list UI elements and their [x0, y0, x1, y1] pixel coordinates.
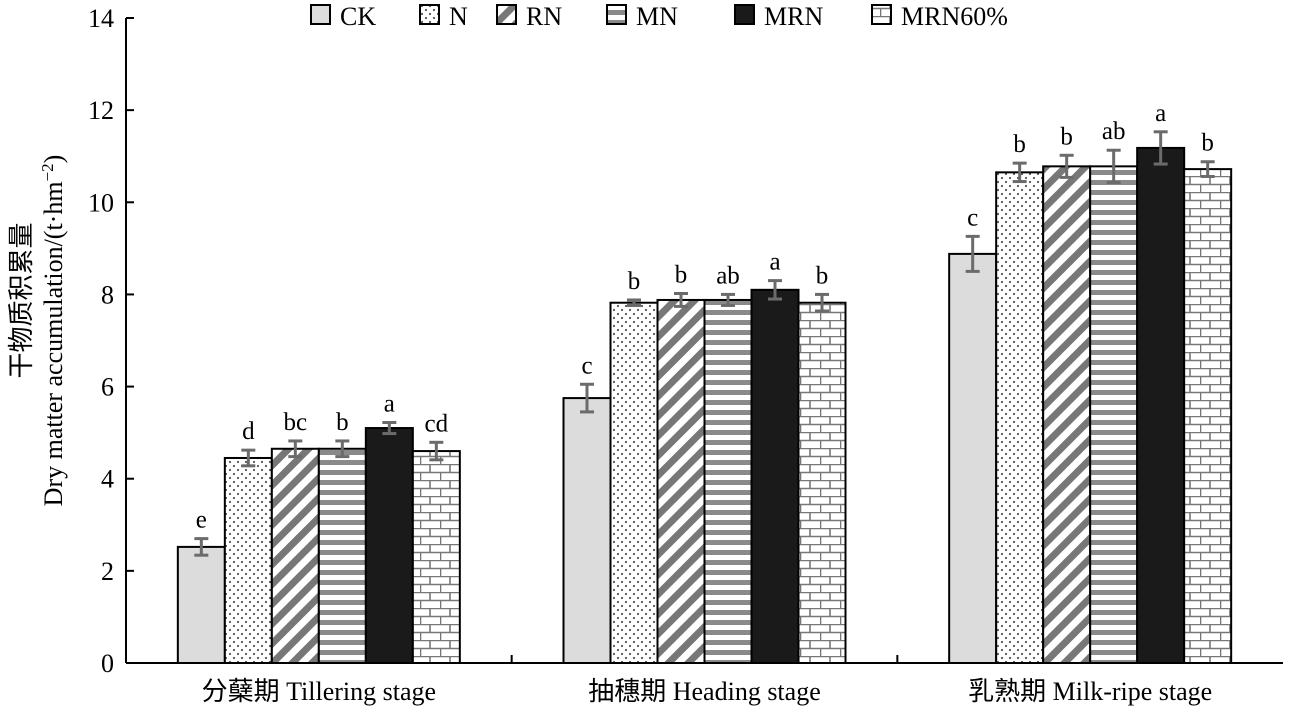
y-axis-label-en: Dry matter accumulation/(t·hm−2) [38, 155, 69, 507]
significance-label: b [816, 262, 829, 289]
bar [797, 301, 847, 664]
y-axis-label-en-sup: −2 [38, 163, 57, 181]
legend-label: MN [636, 2, 678, 31]
significance-label: bc [284, 409, 308, 436]
bar [411, 450, 461, 665]
legend-swatch [871, 4, 892, 25]
legend-label: MRN60% [901, 2, 1008, 31]
y-axis-label-en-text: Dry matter accumulation/(t·hm [39, 181, 68, 506]
legend-label: N [449, 2, 468, 31]
y-axis-label-cn: 干物质积累量 [7, 222, 37, 378]
significance-label: b [675, 262, 688, 289]
bar [609, 301, 659, 664]
significance-label: ab [1102, 118, 1126, 145]
y-tick-label: 0 [101, 649, 114, 678]
bar [948, 252, 998, 664]
legend-swatch [734, 4, 755, 25]
bar [562, 397, 612, 664]
bar [995, 171, 1045, 664]
y-tick-label: 10 [88, 188, 114, 217]
significance-label: b [336, 409, 349, 436]
y-axis-label-en-close: ) [39, 155, 68, 164]
significance-label: b [1201, 130, 1214, 157]
significance-label: cd [425, 410, 449, 437]
y-tick-label: 14 [88, 4, 114, 33]
legend-swatch [606, 4, 627, 25]
legend-swatch [419, 4, 440, 25]
bar [1042, 165, 1092, 664]
significance-label: b [628, 268, 641, 295]
legend-swatch [310, 4, 331, 25]
significance-label: d [242, 418, 255, 445]
significance-label: a [384, 391, 395, 418]
legend-label: MRN [764, 2, 823, 31]
bar [364, 427, 414, 664]
significance-label: ab [716, 262, 740, 289]
significance-label: b [1060, 123, 1073, 150]
bar [223, 456, 273, 664]
axis-labels: 分蘖期 Tillering stage 抽穗期 Heading stage 乳熟期 … [7, 155, 1212, 706]
significance-label: e [196, 507, 207, 534]
bar [270, 447, 320, 664]
y-tick-label: 2 [101, 557, 114, 586]
significance-label: a [1155, 100, 1166, 127]
bar [750, 288, 800, 664]
x-category-label: 乳熟期 Milk-ripe stage [968, 677, 1212, 706]
bar [656, 298, 706, 664]
significance-label: c [967, 204, 978, 231]
significance-label: c [581, 352, 592, 379]
x-category-label: 抽穗期 Heading stage [588, 677, 821, 706]
significance-label: a [769, 249, 780, 276]
bar [1183, 168, 1233, 664]
legend-swatch [496, 4, 517, 25]
bar [176, 545, 226, 665]
significance-label: b [1013, 131, 1026, 158]
legend: CK N RN MN MRN MRN60% [310, 2, 1008, 31]
y-tick-label: 12 [88, 96, 114, 125]
legend-label: RN [526, 2, 562, 31]
y-tick-label: 4 [101, 465, 114, 494]
bar [703, 298, 753, 664]
x-category-label: 分蘖期 Tillering stage [202, 677, 436, 706]
y-tick-label: 8 [101, 280, 114, 309]
legend-label: CK [340, 2, 376, 31]
bar [1089, 165, 1139, 664]
bar [317, 447, 367, 664]
bar [1136, 146, 1186, 664]
y-tick-label: 6 [101, 373, 114, 402]
